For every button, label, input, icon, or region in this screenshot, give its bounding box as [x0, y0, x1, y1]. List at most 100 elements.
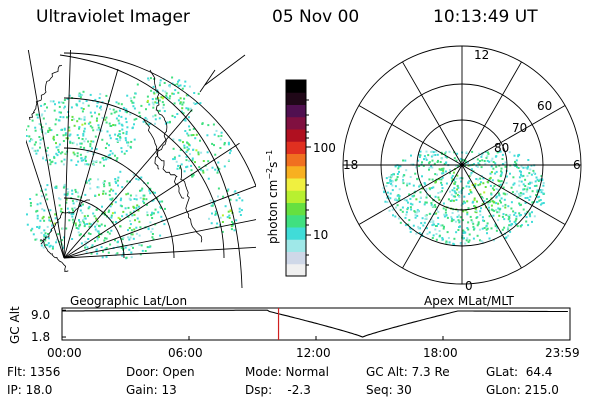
- emission-pixel: [132, 101, 135, 104]
- emission-pixel: [453, 237, 456, 240]
- emission-pixel: [136, 217, 139, 220]
- emission-pixel: [520, 172, 522, 175]
- timeline-ytick-top: 9.0: [31, 308, 51, 322]
- emission-pixel: [407, 223, 410, 226]
- emission-pixel: [510, 223, 513, 226]
- emission-pixel: [91, 244, 94, 247]
- emission-pixel: [130, 251, 133, 254]
- emission-pixel: [28, 140, 31, 143]
- emission-pixel: [494, 172, 497, 175]
- emission-pixel: [71, 215, 74, 218]
- emission-pixel: [94, 111, 96, 114]
- emission-pixel: [503, 226, 506, 229]
- emission-pixel: [129, 220, 132, 222]
- emission-pixel: [172, 147, 175, 150]
- emission-pixel: [486, 159, 489, 162]
- emission-pixel: [518, 176, 521, 179]
- emission-pixel: [82, 102, 85, 105]
- emission-pixel: [433, 204, 436, 206]
- emission-pixel: [89, 93, 92, 96]
- emission-pixel: [136, 204, 139, 207]
- emission-pixel: [113, 111, 116, 114]
- emission-pixel: [31, 147, 34, 150]
- emission-pixel: [223, 142, 226, 144]
- emission-pixel: [214, 212, 217, 215]
- emission-pixel: [522, 166, 525, 169]
- emission-pixel: [405, 169, 408, 172]
- emission-pixel: [422, 224, 425, 227]
- emission-pixel: [424, 214, 427, 217]
- emission-pixel: [101, 256, 104, 259]
- emission-pixel: [166, 96, 169, 99]
- emission-pixel: [383, 191, 386, 194]
- emission-pixel: [446, 156, 448, 159]
- emission-pixel: [538, 199, 541, 202]
- emission-pixel: [135, 194, 138, 197]
- emission-pixel: [141, 187, 144, 190]
- emission-pixel: [178, 139, 181, 142]
- emission-pixel: [52, 100, 55, 103]
- emission-pixel: [529, 215, 532, 218]
- emission-pixel: [421, 217, 424, 220]
- emission-pixel: [115, 117, 118, 120]
- emission-pixel: [428, 187, 431, 190]
- emission-pixel: [139, 189, 141, 192]
- emission-pixel: [148, 123, 151, 126]
- emission-pixel: [184, 119, 187, 122]
- emission-pixel: [408, 182, 411, 185]
- emission-pixel: [458, 220, 461, 223]
- emission-pixel: [468, 239, 471, 242]
- emission-pixel: [432, 186, 435, 189]
- emission-pixel: [445, 214, 448, 217]
- emission-pixel: [444, 208, 447, 211]
- emission-pixel: [394, 185, 397, 188]
- emission-pixel: [401, 206, 404, 209]
- emission-pixel: [43, 110, 46, 112]
- emission-pixel: [529, 195, 532, 198]
- emission-pixel: [431, 237, 434, 239]
- emission-pixel: [62, 116, 65, 119]
- emission-pixel: [490, 208, 493, 211]
- emission-pixel: [148, 189, 151, 192]
- emission-pixel: [164, 207, 166, 210]
- emission-pixel: [470, 171, 473, 174]
- emission-pixel: [469, 215, 472, 218]
- emission-pixel: [118, 130, 121, 133]
- emission-pixel: [133, 228, 136, 231]
- emission-pixel: [145, 198, 148, 201]
- emission-pixel: [120, 150, 123, 153]
- emission-pixel: [179, 149, 182, 151]
- emission-pixel: [486, 222, 489, 225]
- emission-pixel: [450, 220, 453, 223]
- emission-pixel: [444, 211, 447, 214]
- emission-pixel: [115, 101, 118, 104]
- emission-pixel: [536, 190, 539, 193]
- emission-pixel: [66, 116, 68, 119]
- emission-pixel: [32, 233, 35, 236]
- emission-pixel: [494, 223, 497, 226]
- emission-pixel: [495, 195, 498, 198]
- emission-pixel: [84, 163, 87, 166]
- emission-pixel: [473, 163, 475, 166]
- timeline-axis-label: GC Alt: [8, 306, 22, 344]
- emission-pixel: [139, 196, 142, 199]
- emission-pixel: [441, 176, 444, 179]
- emission-pixel: [134, 92, 137, 95]
- emission-pixel: [455, 177, 458, 180]
- emission-pixel: [195, 133, 198, 136]
- emission-pixel: [210, 222, 213, 225]
- emission-pixel: [102, 181, 105, 184]
- emission-pixel: [39, 146, 41, 149]
- emission-pixel: [505, 175, 508, 178]
- emission-pixel: [95, 119, 98, 122]
- emission-pixel: [120, 205, 123, 208]
- emission-pixel: [117, 102, 120, 105]
- emission-pixel: [443, 163, 446, 165]
- emission-pixel: [196, 102, 198, 105]
- emission-pixel: [506, 193, 508, 196]
- emission-pixel: [415, 198, 418, 201]
- emission-pixel: [439, 191, 442, 194]
- emission-pixel: [48, 159, 51, 162]
- emission-pixel: [238, 210, 241, 213]
